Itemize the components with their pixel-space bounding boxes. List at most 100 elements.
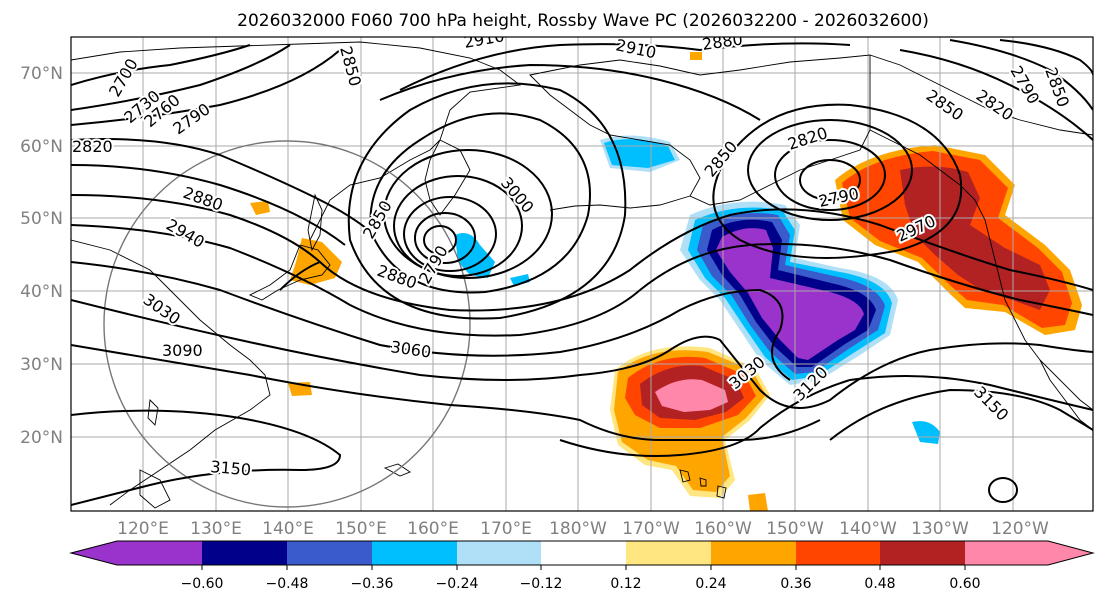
contour-small-high bbox=[988, 477, 1018, 503]
positive-anomaly-patch-small-3 bbox=[748, 493, 768, 511]
reference-circle bbox=[103, 140, 471, 508]
colorbar-tick-label: 0.24 bbox=[695, 576, 726, 592]
negative-anomaly-patch-3 bbox=[912, 421, 940, 444]
contour-zonal-7 bbox=[71, 344, 821, 442]
coast-alaska bbox=[529, 54, 871, 206]
colorbar-swatch-0 bbox=[71, 541, 202, 565]
colorbar-tick-label: 0.12 bbox=[610, 576, 641, 592]
lat-label: 50°N bbox=[20, 209, 63, 229]
contour-north-5 bbox=[379, 63, 761, 121]
contour-zonal-4 bbox=[71, 224, 1093, 337]
colorbar-ticks bbox=[201, 565, 966, 570]
colorbar-swatch-1 bbox=[202, 541, 287, 565]
lat-label: 40°N bbox=[20, 282, 63, 302]
contour-label: 2880 bbox=[701, 29, 744, 53]
contour-zonal-10 bbox=[829, 388, 1093, 441]
contour-low-ring-7 bbox=[347, 82, 627, 320]
positive-anomaly-patch-small-4 bbox=[690, 52, 702, 60]
lon-label: 120°W bbox=[991, 519, 1049, 539]
lat-label: 20°N bbox=[20, 428, 63, 448]
contour-north-2 bbox=[71, 44, 291, 111]
negative-anomaly-core bbox=[716, 228, 864, 360]
lon-label: 150°W bbox=[766, 519, 824, 539]
contour-goa-ring-2 bbox=[774, 139, 886, 211]
contour-ne-3 bbox=[999, 39, 1093, 76]
colorbar: −0.60 −0.48 −0.36 −0.24 −0.12 0.12 0.24 … bbox=[69, 540, 1095, 592]
map-frame bbox=[70, 36, 1094, 512]
coast-baja bbox=[1039, 359, 1093, 431]
figure-title: 2026032000 F060 700 hPa height, Rossby W… bbox=[237, 11, 929, 31]
lat-label: 70°N bbox=[20, 64, 63, 84]
contour-label: 3150 bbox=[210, 457, 252, 479]
colorbar-swatch-7 bbox=[711, 541, 796, 565]
contour-ne-1 bbox=[899, 49, 1093, 141]
lon-label: 150°E bbox=[335, 519, 387, 539]
coast-canada-north bbox=[869, 54, 1093, 136]
lat-label: 60°N bbox=[20, 137, 63, 157]
lon-label: 170°E bbox=[480, 519, 532, 539]
contour-ne-2 bbox=[949, 39, 1093, 111]
colorbar-tick-label: 0.36 bbox=[780, 576, 811, 592]
colorbar-swatch-8 bbox=[796, 541, 880, 565]
coast-japan bbox=[248, 244, 331, 301]
map-panel: 2700 2730 2760 2790 2820 2850 2880 2910 … bbox=[70, 29, 1094, 512]
contour-zonal-5 bbox=[71, 261, 791, 381]
lon-label: 130°E bbox=[190, 519, 242, 539]
contour-label: 2820 bbox=[72, 137, 113, 156]
negative-anomaly-patch-2 bbox=[455, 232, 495, 278]
coast-bc-coast bbox=[869, 129, 1093, 411]
contour-low-ring-4 bbox=[393, 175, 523, 277]
colorbar-tick-label: −0.48 bbox=[266, 576, 309, 592]
contour-goa-ring-4 bbox=[712, 103, 963, 259]
coast-korea-china bbox=[71, 239, 271, 506]
contour-zonal-2 bbox=[71, 164, 346, 246]
lon-label: 130°W bbox=[911, 519, 969, 539]
contour-zonal-8 bbox=[71, 409, 342, 506]
contour-zonal-1 bbox=[71, 138, 372, 233]
coast-kamchatka bbox=[424, 139, 471, 216]
height-contours bbox=[71, 39, 1093, 506]
contour-low-ring-1 bbox=[423, 225, 457, 255]
colorbar-swatch-4 bbox=[457, 541, 541, 565]
contour-goa-ring-3 bbox=[747, 119, 913, 221]
contour-low-ring-5 bbox=[383, 149, 553, 279]
lat-label: 30°N bbox=[20, 355, 63, 375]
contour-japan-trough bbox=[279, 261, 321, 291]
coast-sakhalin bbox=[307, 193, 323, 252]
coast-philippines bbox=[139, 469, 171, 509]
contour-north-4 bbox=[399, 42, 851, 91]
coast-aleutians bbox=[549, 195, 691, 211]
lon-label: 140°E bbox=[262, 519, 314, 539]
coast-hawaii bbox=[679, 469, 727, 499]
contour-zonal-9 bbox=[559, 375, 1093, 457]
longitude-labels: 120°E 130°E 140°E 150°E 160°E 170°E 180°… bbox=[117, 519, 1049, 539]
contour-label: 3090 bbox=[162, 341, 203, 360]
contour-zonal-3 bbox=[71, 194, 1093, 312]
colorbar-swatch-3 bbox=[372, 541, 457, 565]
colorbar-swatch-10 bbox=[965, 541, 1093, 565]
colorbar-swatch-5 bbox=[541, 541, 626, 565]
colorbar-tick-label: −0.12 bbox=[520, 576, 563, 592]
colorbar-outline bbox=[69, 540, 1095, 566]
positive-anomaly-patch-small-1 bbox=[250, 201, 270, 215]
coast-island-1 bbox=[383, 463, 411, 477]
contour-low-ring-6 bbox=[369, 112, 591, 294]
colorbar-tick-label: −0.60 bbox=[181, 576, 224, 592]
colorbar-tick-label: −0.24 bbox=[436, 576, 479, 592]
contour-low-ring-2 bbox=[414, 212, 476, 264]
lon-label: 120°E bbox=[117, 519, 169, 539]
contour-north-1 bbox=[71, 44, 251, 86]
lon-label: 140°W bbox=[839, 519, 897, 539]
latitude-labels: 70°N 60°N 50°N 40°N 30°N 20°N bbox=[20, 64, 63, 448]
coast-taiwan bbox=[147, 399, 159, 426]
lon-label: 180°W bbox=[549, 519, 607, 539]
lon-label: 170°W bbox=[622, 519, 680, 539]
graticule bbox=[71, 37, 1093, 511]
colorbar-tick-label: 0.60 bbox=[949, 576, 980, 592]
lon-label: 160°E bbox=[407, 519, 459, 539]
contour-goa-ring-1 bbox=[799, 159, 861, 201]
colorbar-swatch-2 bbox=[287, 541, 372, 565]
contour-low-ring-3 bbox=[403, 196, 497, 272]
positive-anomaly-south-core bbox=[655, 379, 728, 412]
